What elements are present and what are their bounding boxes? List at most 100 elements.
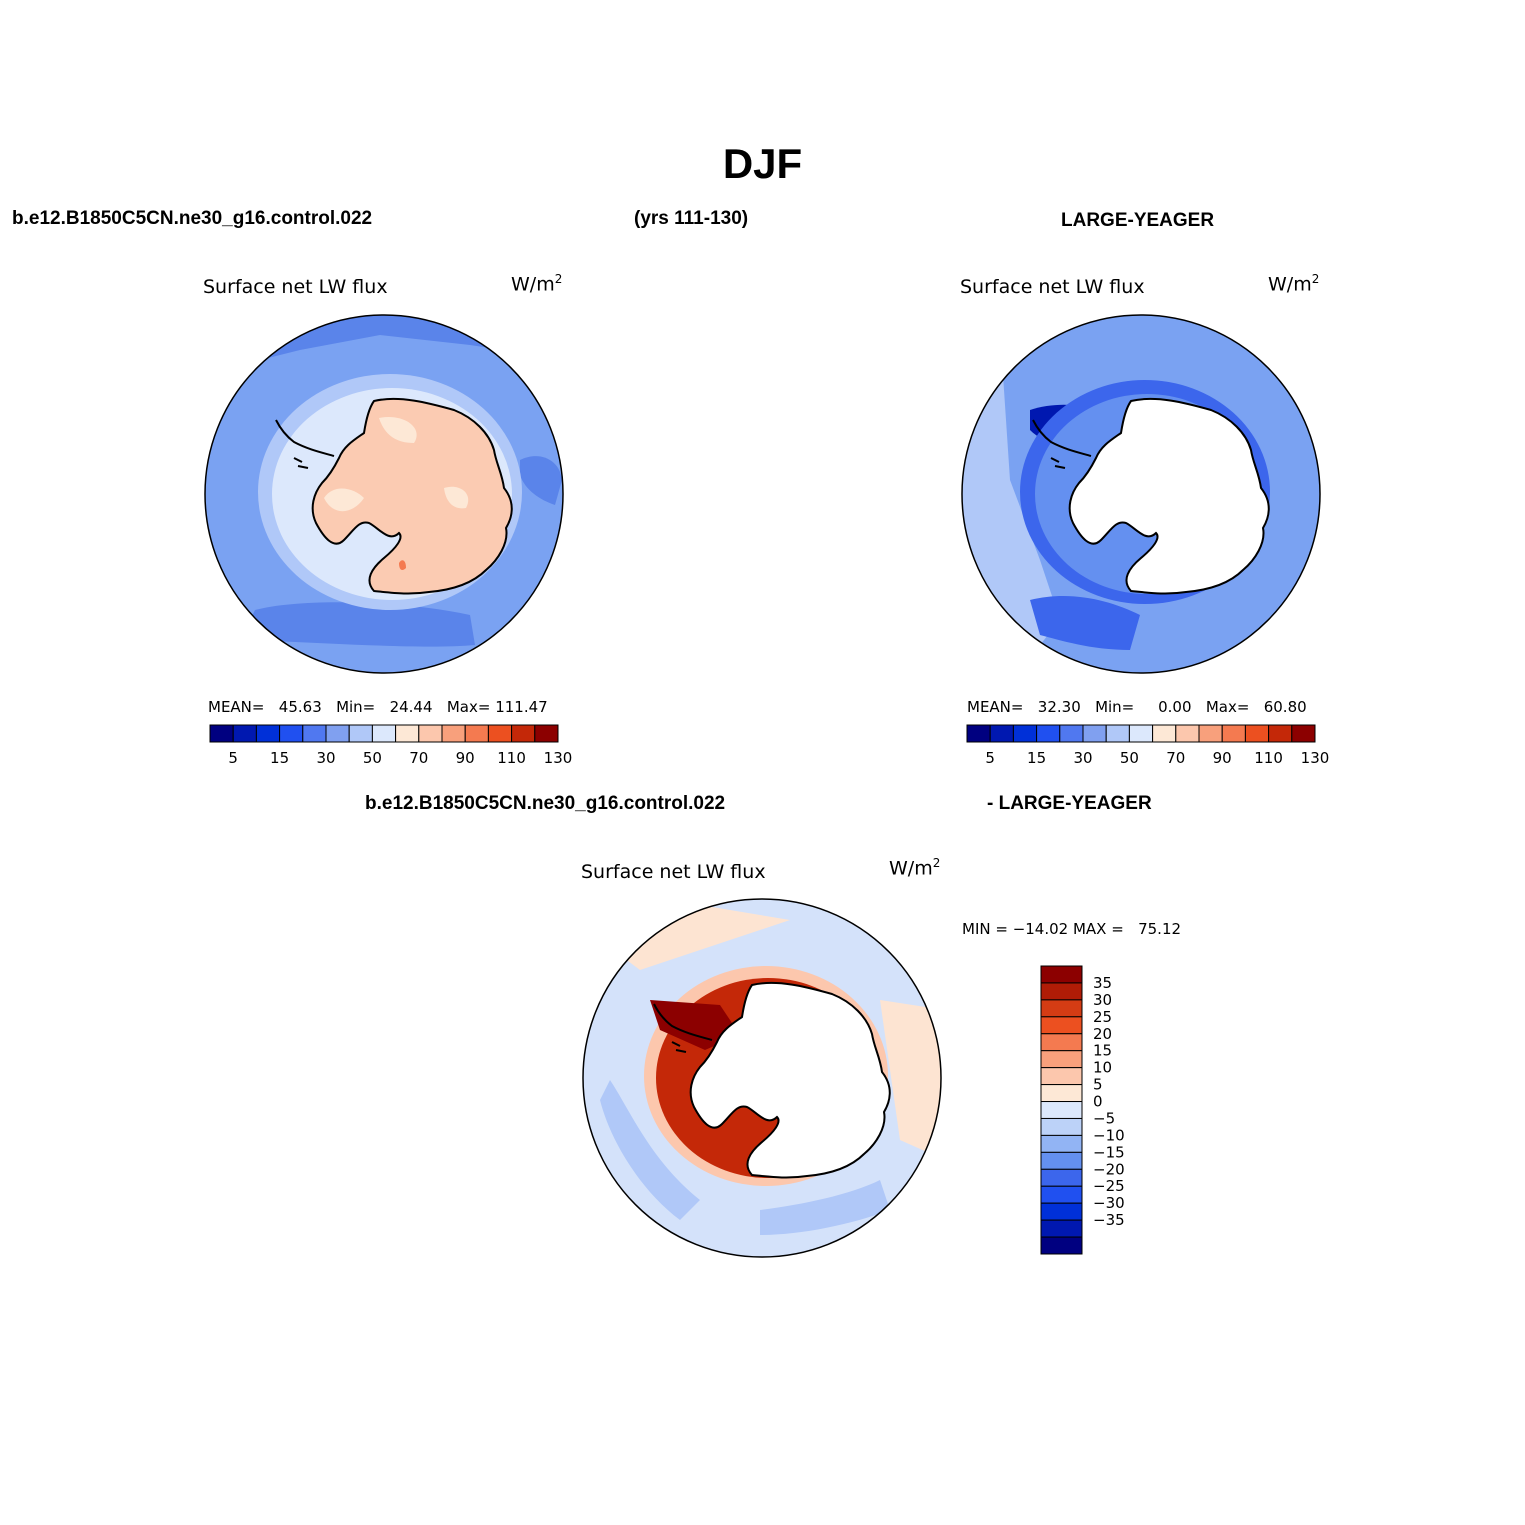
diff-colorbar-tick-label: −10 bbox=[1093, 1126, 1125, 1144]
model-colorbar-box bbox=[325, 724, 350, 743]
diff-colorbar-box bbox=[1040, 1134, 1083, 1153]
diff-colorbar-tick-label: 5 bbox=[1093, 1076, 1103, 1094]
diff-colorbar-tick-label: 10 bbox=[1093, 1059, 1112, 1077]
model-map bbox=[204, 314, 564, 674]
diff-colorbar-box bbox=[1040, 965, 1083, 984]
diff-colorbar-box bbox=[1040, 1202, 1083, 1221]
diff-colorbar-tick-label: −35 bbox=[1093, 1211, 1125, 1229]
diff-colorbar-box bbox=[1040, 1016, 1083, 1035]
diff-map bbox=[582, 898, 942, 1258]
model-min-value: 24.44 bbox=[389, 698, 433, 716]
diff-colorbar-tick-label: −20 bbox=[1093, 1160, 1125, 1178]
obs-min-value: 0.00 bbox=[1158, 698, 1192, 716]
obs-colorbar-box bbox=[1082, 724, 1107, 743]
model-colorbar-tick-label: 5 bbox=[228, 749, 238, 767]
obs-colorbar-box bbox=[1221, 724, 1246, 743]
diff-colorbar-box bbox=[1040, 1219, 1083, 1238]
model-colorbar-box bbox=[348, 724, 373, 743]
model-stats: MEAN= 45.63 Min= 24.44 Max= 111.47 bbox=[208, 698, 548, 716]
obs-colorbar-tick-label: 90 bbox=[1213, 749, 1232, 767]
model-colorbar-box bbox=[302, 724, 327, 743]
figure-title: DJF bbox=[722, 140, 803, 187]
diff-minmax: MIN = −14.02 MAX = 75.12 bbox=[962, 920, 1182, 938]
obs-colorbar-box bbox=[1268, 724, 1293, 743]
years-header: (yrs 111-130) bbox=[634, 208, 749, 229]
model-colorbar-box bbox=[418, 724, 443, 743]
obs-map bbox=[961, 314, 1321, 674]
case-name-header: b.e12.B1850C5CN.ne30_g16.control.022 bbox=[12, 208, 373, 229]
diff-colorbar-tick-label: 30 bbox=[1093, 991, 1112, 1009]
model-max-value: 111.47 bbox=[495, 698, 548, 716]
obs-max-label: Max= bbox=[1205, 698, 1250, 716]
obs-colorbar-box bbox=[1198, 724, 1223, 743]
model-colorbar-tick-label: 50 bbox=[363, 749, 382, 767]
diff-colorbar-tick-label: −30 bbox=[1093, 1194, 1125, 1212]
model-mean-value: 45.63 bbox=[278, 698, 322, 716]
model-colorbar-box bbox=[371, 724, 397, 743]
diff-units: W/m2 bbox=[889, 856, 941, 880]
model-colorbar-tick-label: 70 bbox=[409, 749, 428, 767]
model-colorbar-box bbox=[487, 724, 513, 743]
obs-colorbar-box bbox=[1128, 724, 1154, 743]
diff-colorbar-box bbox=[1040, 1033, 1083, 1052]
diff-panel-title: Surface net LW flux bbox=[581, 861, 766, 883]
diff-colorbar-box bbox=[1040, 1185, 1083, 1204]
obs-colorbar-box bbox=[1036, 724, 1061, 743]
diff-colorbar-tick-label: 15 bbox=[1093, 1042, 1112, 1060]
obs-mean-value: 32.30 bbox=[1037, 698, 1081, 716]
obs-colorbar-box bbox=[1059, 724, 1084, 743]
diff-colorbar-tick-label: 0 bbox=[1093, 1093, 1103, 1111]
model-colorbar-box bbox=[534, 724, 559, 743]
obs-colorbar: 5 15 30 50 70 90 110 130 bbox=[966, 724, 1330, 767]
model-colorbar-box bbox=[232, 724, 257, 743]
obs-units: W/m2 bbox=[1268, 272, 1320, 296]
obs-colorbar-tick-label: 15 bbox=[1027, 749, 1046, 767]
model-colorbar-box bbox=[441, 724, 466, 743]
model-mean-label: MEAN= bbox=[208, 698, 265, 716]
obs-colorbar-box bbox=[1105, 724, 1130, 743]
obs-colorbar-tick-label: 110 bbox=[1254, 749, 1283, 767]
model-colorbar-box bbox=[279, 724, 304, 743]
diff-case-name-header: b.e12.B1850C5CN.ne30_g16.control.022 bbox=[365, 793, 726, 814]
obs-colorbar-box bbox=[1152, 724, 1177, 743]
diff-colorbar-tick-label: −25 bbox=[1093, 1177, 1125, 1195]
diff-colorbar-box bbox=[1040, 1101, 1083, 1119]
model-colorbar-tick-label: 15 bbox=[270, 749, 289, 767]
obs-colorbar-tick-label: 50 bbox=[1120, 749, 1139, 767]
diff-colorbar-box bbox=[1040, 1151, 1083, 1170]
obs-mean-label: MEAN= bbox=[967, 698, 1024, 716]
model-colorbar: 5 15 30 50 70 90 110 130 bbox=[209, 724, 572, 767]
diff-colorbar-box bbox=[1040, 1168, 1083, 1187]
diff-colorbar-tick-label: 25 bbox=[1093, 1008, 1112, 1026]
model-colorbar-box bbox=[464, 724, 489, 743]
model-colorbar-box bbox=[255, 724, 281, 743]
model-max-label: Max= bbox=[446, 698, 491, 716]
model-colorbar-tick-label: 30 bbox=[316, 749, 335, 767]
model-min-label: Min= bbox=[336, 698, 376, 716]
obs-colorbar-tick-label: 5 bbox=[985, 749, 995, 767]
obs-colorbar-box bbox=[1175, 724, 1200, 743]
model-units: W/m2 bbox=[511, 272, 563, 296]
diff-colorbar-box bbox=[1040, 1050, 1083, 1069]
model-panel-title: Surface net LW flux bbox=[203, 276, 388, 298]
obs-name-header: LARGE-YEAGER bbox=[1061, 210, 1215, 231]
obs-colorbar-tick-label: 70 bbox=[1166, 749, 1185, 767]
model-colorbar-box bbox=[395, 724, 420, 743]
obs-colorbar-tick-label: 30 bbox=[1073, 749, 1092, 767]
obs-min-label: Min= bbox=[1095, 698, 1135, 716]
diff-colorbar-box bbox=[1040, 1236, 1083, 1255]
model-colorbar-tick-label: 110 bbox=[497, 749, 526, 767]
diff-colorbar-tick-label: −5 bbox=[1093, 1109, 1115, 1127]
obs-colorbar-box bbox=[989, 724, 1014, 743]
model-colorbar-box bbox=[209, 724, 234, 743]
obs-colorbar-box bbox=[966, 724, 991, 743]
obs-colorbar-tick-label: 130 bbox=[1301, 749, 1330, 767]
diff-colorbar-box bbox=[1040, 999, 1083, 1018]
diff-colorbar-box bbox=[1040, 1084, 1083, 1103]
obs-panel-title: Surface net LW flux bbox=[960, 276, 1145, 298]
diff-colorbar-box bbox=[1040, 1067, 1083, 1086]
diff-colorbar-tick-label: −15 bbox=[1093, 1143, 1125, 1161]
diff-colorbar-tick-label: 35 bbox=[1093, 974, 1112, 992]
model-colorbar-box bbox=[511, 724, 536, 743]
diff-colorbar-box bbox=[1040, 982, 1083, 1001]
